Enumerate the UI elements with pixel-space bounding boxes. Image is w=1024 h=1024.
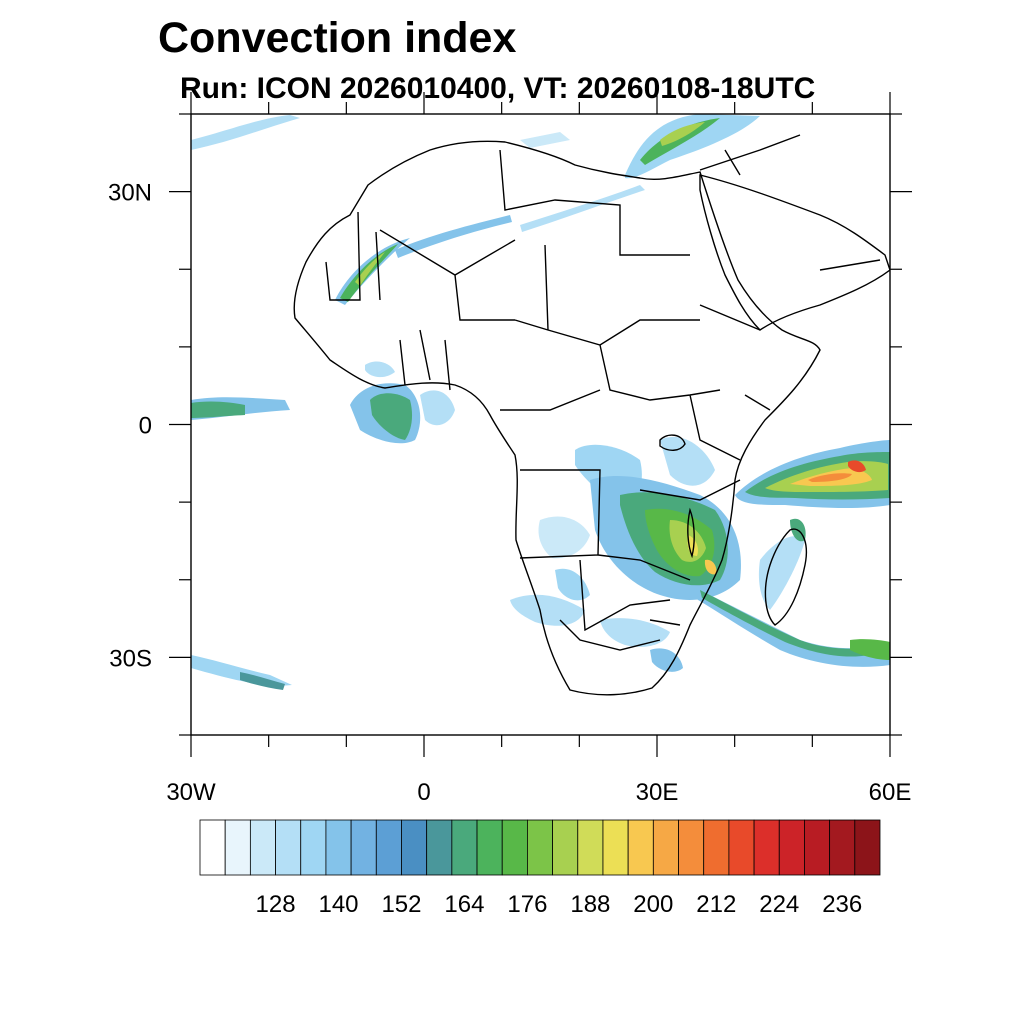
lon-tick-label: 60E xyxy=(869,779,912,806)
arabian-peninsula xyxy=(699,174,890,331)
colorbar-swatch xyxy=(854,819,881,876)
colorbar-label: 200 xyxy=(633,891,673,918)
lon-tick-label: 30E xyxy=(636,779,679,806)
madagascar xyxy=(764,528,807,626)
colorbar-label: 212 xyxy=(696,891,736,918)
axis-ticks xyxy=(169,92,912,757)
border-lines xyxy=(325,134,881,651)
colorbar-swatch xyxy=(275,819,302,876)
lon-tick-label: 0 xyxy=(417,779,430,806)
colorbar-swatch xyxy=(224,819,251,876)
colorbar-swatch xyxy=(476,819,503,876)
colorbar-swatch xyxy=(627,819,654,876)
colorbar-label: 188 xyxy=(570,891,610,918)
colorbar-label: 140 xyxy=(318,891,358,918)
axis-tick-labels: 30W 0 30E 60E 30N 0 30S xyxy=(108,180,911,806)
colorbar-swatch xyxy=(602,819,629,876)
colorbar-swatch xyxy=(300,819,327,876)
colorbar-swatch xyxy=(728,819,755,876)
colorbar-label: 128 xyxy=(256,891,296,918)
lon-tick-label: 30W xyxy=(166,779,216,806)
lake-victoria xyxy=(659,434,686,451)
colorbar-swatch xyxy=(753,819,780,876)
colorbar-labels: 128 140 152 164 176 188 200 212 224 236 xyxy=(256,891,863,918)
colorbar-label: 152 xyxy=(381,891,421,918)
lat-tick-label: 30N xyxy=(108,180,152,207)
lat-tick-label: 0 xyxy=(139,413,152,440)
colorbar-label: 164 xyxy=(444,891,484,918)
colorbar-swatch xyxy=(501,819,528,876)
colorbar-swatch xyxy=(577,819,604,876)
lat-tick-label: 30S xyxy=(109,645,152,672)
colorbar-label: 224 xyxy=(759,891,799,918)
colorbar-swatch xyxy=(375,819,402,876)
africa-coastline xyxy=(293,140,821,696)
colorbar-swatch xyxy=(778,819,805,876)
colorbar-swatch xyxy=(325,819,352,876)
colorbar-swatch xyxy=(804,819,831,876)
colorbar-swatch xyxy=(703,819,730,876)
chart-subtitle: Run: ICON 2026010400, VT: 20260108-18UTC xyxy=(180,72,816,105)
colorbar-label: 176 xyxy=(507,891,547,918)
colorbar-swatch xyxy=(350,819,377,876)
colorbar-swatch xyxy=(678,819,705,876)
colorbar xyxy=(199,819,881,876)
colorbar-label: 236 xyxy=(822,891,862,918)
lake-malawi xyxy=(687,507,695,559)
colorbar-swatch xyxy=(652,819,679,876)
chart-title: Convection index xyxy=(158,14,517,62)
country-borders xyxy=(293,134,890,696)
colorbar-swatch xyxy=(552,819,579,876)
colorbar-swatch xyxy=(451,819,478,876)
colorbar-swatch xyxy=(401,819,428,876)
colorbar-swatch xyxy=(527,819,553,876)
colorbar-swatch xyxy=(426,819,453,876)
colorbar-swatch xyxy=(829,819,856,876)
convection-field xyxy=(191,114,890,690)
colorbar-swatch xyxy=(249,819,276,876)
colorbar-swatch xyxy=(199,819,226,876)
